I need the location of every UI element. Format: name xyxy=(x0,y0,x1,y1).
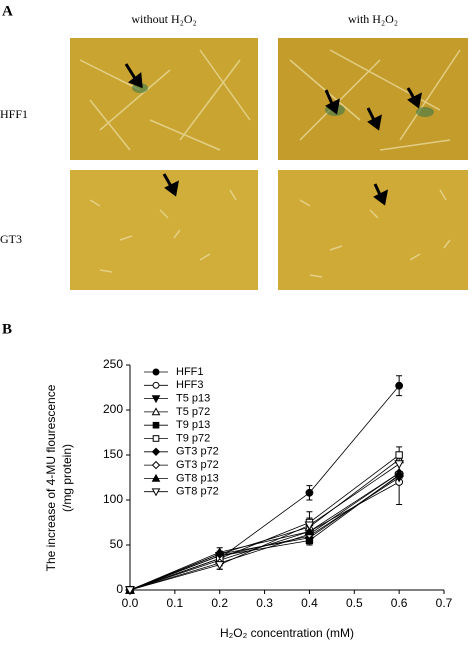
legend-label: T5 p13 xyxy=(176,393,210,405)
marker xyxy=(214,561,225,570)
legend-label: GT8 p13 xyxy=(176,472,219,484)
legend-label: GT8 p72 xyxy=(176,486,219,498)
x-tick-label: 0.4 xyxy=(301,596,318,610)
x-tick-label: 0.3 xyxy=(256,596,273,610)
legend-label: GT3 p72 xyxy=(176,446,219,458)
legend-label: T9 p72 xyxy=(176,432,210,444)
micrographs xyxy=(70,38,468,290)
marker xyxy=(214,547,225,556)
legend-label: T5 p72 xyxy=(176,406,210,418)
column-label: with H₂O₂ xyxy=(348,12,398,26)
y-tick-label: 50 xyxy=(110,537,124,551)
series-line xyxy=(129,472,400,591)
column-label: without H₂O₂ xyxy=(131,12,196,26)
marker xyxy=(305,488,314,497)
legend-label: HFF1 xyxy=(176,366,204,378)
legend-marker xyxy=(151,473,161,482)
legend-marker xyxy=(151,407,161,416)
marker xyxy=(304,521,315,531)
marker xyxy=(395,451,403,459)
y-tick-label: 250 xyxy=(103,357,123,371)
x-tick-label: 0.0 xyxy=(122,596,139,610)
panel-label: B xyxy=(2,321,12,337)
series-line xyxy=(129,459,400,591)
marker xyxy=(394,460,404,470)
y-tick-label: 0 xyxy=(116,582,123,596)
legend-marker xyxy=(151,460,161,470)
legend-marker xyxy=(152,381,160,389)
legend-marker xyxy=(151,488,161,497)
chart: The increase of 4-MU flourescence (/mg p… xyxy=(44,357,452,640)
series-line xyxy=(129,472,400,591)
y-tick-label: 150 xyxy=(103,447,123,461)
series-line xyxy=(129,385,400,591)
legend-marker xyxy=(152,368,160,376)
y-tick-label: 200 xyxy=(103,402,123,416)
legend-marker xyxy=(151,447,161,457)
row-label: GT3 xyxy=(0,232,22,246)
x-tick-label: 0.7 xyxy=(436,596,453,610)
series-line xyxy=(129,454,400,591)
series-line xyxy=(129,474,400,591)
y-axis-label: The increase of 4-MU flourescence xyxy=(44,384,58,571)
marker xyxy=(394,467,404,477)
legend-marker xyxy=(152,421,160,429)
legend-label: GT3 p72 xyxy=(176,459,219,471)
micrograph xyxy=(70,170,258,290)
micrograph xyxy=(70,38,258,160)
series-line xyxy=(129,475,400,591)
legend-marker xyxy=(152,435,160,442)
micrograph xyxy=(278,38,468,160)
marker xyxy=(395,381,404,390)
x-tick-label: 0.1 xyxy=(167,596,184,610)
y-tick-label: 100 xyxy=(103,492,123,506)
panel-label: A xyxy=(2,3,13,19)
legend-label: T9 p13 xyxy=(176,419,210,431)
marker xyxy=(125,586,135,596)
row-label: HFF1 xyxy=(0,107,28,121)
micrograph xyxy=(278,170,468,290)
x-axis-label: H₂O₂ concentration (mM) xyxy=(220,626,354,640)
legend-label: HFF3 xyxy=(176,379,204,391)
marker xyxy=(304,526,315,536)
x-tick-label: 0.6 xyxy=(391,596,408,610)
legend-marker xyxy=(151,395,161,404)
x-tick-label: 0.5 xyxy=(346,596,363,610)
x-tick-label: 0.2 xyxy=(211,596,228,610)
series-line xyxy=(129,463,400,591)
y-axis-label: (/mg protein) xyxy=(60,444,74,512)
